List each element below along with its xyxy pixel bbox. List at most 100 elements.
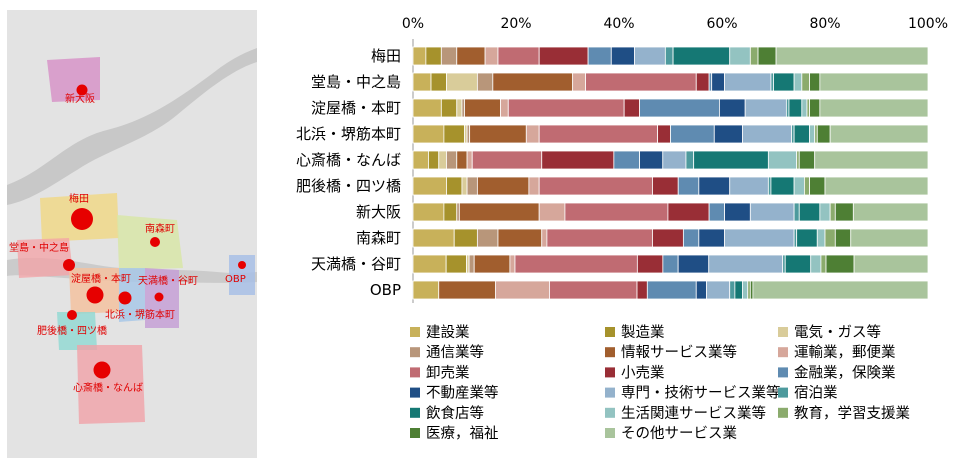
bar-segment	[767, 150, 798, 170]
map-label: 新大阪	[65, 92, 95, 105]
legend-swatch	[605, 387, 615, 398]
legend-label: 不動産業等	[426, 384, 499, 402]
map-label: 心斎橋・なんば	[73, 381, 143, 394]
bar-segment	[466, 176, 478, 196]
legend-label: 運輸業，郵便業	[794, 344, 896, 361]
marker-shinsaibashi	[93, 361, 111, 379]
bar-segment	[834, 202, 854, 222]
marker-dojima	[63, 259, 75, 271]
legend-label: 通信業等	[426, 343, 484, 361]
legend-label: 医療，福祉	[426, 425, 499, 442]
bar-segment	[834, 228, 852, 248]
district-minamimorimachi	[117, 215, 183, 270]
bar-segment	[809, 72, 821, 92]
bar-segment	[564, 202, 669, 222]
bar-segment	[446, 176, 463, 196]
map-label: 淀屋橋・本町	[71, 272, 131, 285]
bar-segment	[770, 176, 795, 196]
bar-segment	[446, 150, 458, 170]
bar-segment	[541, 228, 548, 248]
map-svg: 新大阪 梅田 堂島・中之島 南森町 淀屋橋・本町 天満橋・谷町 北浜・堺筋本町 …	[7, 10, 257, 458]
legend-swatch	[605, 428, 615, 438]
bar-segment	[509, 254, 516, 274]
x-tick-label: 20%	[500, 16, 531, 32]
legend-swatch	[778, 407, 788, 418]
bar-segment	[412, 176, 447, 196]
marker-kitahama	[118, 291, 132, 305]
bar-segment	[810, 254, 822, 274]
marker-shin-osaka	[76, 84, 88, 96]
marker-tenmabashi	[154, 292, 164, 302]
map-label: 北浜・堺筋本町	[105, 308, 175, 321]
bar-segment	[742, 280, 749, 300]
bar-segment	[412, 46, 427, 66]
bar-segment	[724, 72, 772, 92]
bar-segment	[734, 280, 743, 300]
bar-segment	[528, 176, 540, 196]
bar-segment	[497, 228, 543, 248]
bar-segment	[461, 176, 468, 196]
legend-label: 製造業	[621, 324, 665, 341]
marker-higobashi	[67, 310, 77, 320]
marker-minamimorimachi	[150, 237, 160, 247]
bar-segment	[613, 150, 641, 170]
legend-swatch	[605, 327, 615, 337]
bar-segment	[507, 98, 625, 118]
legend-swatch	[778, 387, 788, 398]
bar-segment	[708, 202, 725, 222]
legend-label: 生活関連サービス業等	[621, 404, 766, 422]
bar-segment	[412, 228, 455, 248]
bar-segment	[646, 280, 697, 300]
bar-segment	[667, 202, 710, 222]
bar-segment	[412, 254, 447, 274]
bar-segment	[788, 98, 803, 118]
legend-swatch	[605, 347, 615, 358]
bar-segment	[693, 150, 769, 170]
bar-segment	[752, 280, 929, 300]
bar-segment	[852, 202, 929, 222]
legend-label: その他サービス業	[621, 425, 737, 442]
bar-segment	[729, 46, 751, 66]
category-label: 南森町	[356, 229, 401, 247]
bar-segment	[819, 72, 929, 92]
bar-segment	[471, 150, 543, 170]
bar-segment	[809, 124, 816, 144]
bar-segment	[652, 176, 679, 196]
map-label: 肥後橋・四ツ橋	[37, 324, 107, 337]
bar-segment	[639, 150, 664, 170]
bar-segment	[412, 124, 445, 144]
bar-segment	[670, 124, 715, 144]
legend-label: 宿泊業	[794, 385, 838, 402]
bar-segment	[453, 228, 478, 248]
bar-segment	[744, 98, 787, 118]
map-label: 堂島・中之島	[9, 241, 69, 254]
bar-segment	[819, 98, 929, 118]
area-map: 新大阪 梅田 堂島・中之島 南森町 淀屋橋・本町 天満橋・谷町 北浜・堺筋本町 …	[7, 10, 257, 458]
legend-swatch	[410, 407, 420, 418]
district-kitahama	[119, 268, 145, 322]
legend-label: 電気・ガス等	[794, 323, 881, 341]
bar-segment	[428, 150, 440, 170]
legend-swatch	[778, 347, 788, 358]
bar-segment	[456, 46, 486, 66]
legend-label: 金融業，保険業	[794, 364, 896, 381]
bar-segment	[657, 124, 671, 144]
bar-segment	[438, 280, 496, 300]
bar-segment	[698, 176, 731, 196]
bar-segment	[664, 46, 674, 66]
bar-segment	[814, 150, 929, 170]
category-label: 北浜・堺筋本町	[296, 125, 401, 143]
bar-segment	[443, 202, 458, 222]
bar-segment	[742, 124, 792, 144]
bar-segment	[500, 98, 509, 118]
bar-segment	[713, 124, 743, 144]
bar-segment	[677, 254, 710, 274]
bar-segment	[412, 280, 440, 300]
bar-segment	[456, 98, 463, 118]
bar-segment	[514, 254, 638, 274]
legend-label: 卸売業	[426, 364, 470, 381]
bar-segment	[585, 72, 697, 92]
bar-segment	[773, 72, 795, 92]
legend-swatch	[605, 407, 615, 418]
bar-segment	[749, 46, 759, 66]
